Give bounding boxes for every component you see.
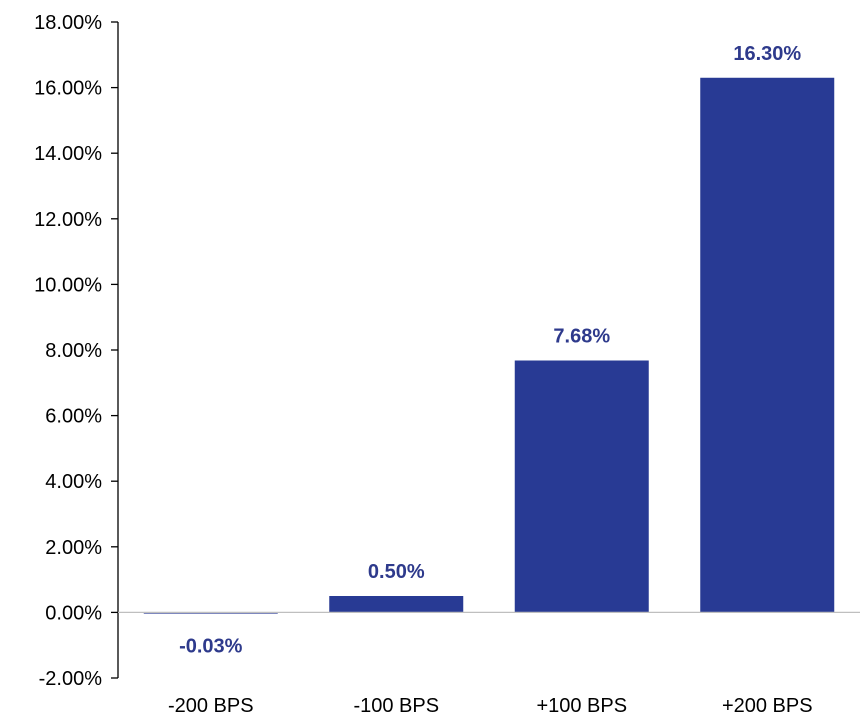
y-tick-label: -2.00% <box>39 668 103 690</box>
y-tick-label: 18.00% <box>34 12 102 34</box>
data-labels: -0.03% 0.50% 7.68% 16.30% <box>179 43 801 658</box>
data-label: 16.30% <box>733 43 801 65</box>
y-tick-label: 2.00% <box>45 537 102 559</box>
x-category-label: +200 BPS <box>722 695 813 717</box>
y-tick-label: 12.00% <box>34 209 102 231</box>
data-label: 0.50% <box>368 561 425 583</box>
y-tick-label: 10.00% <box>34 274 102 296</box>
bar <box>329 596 464 613</box>
x-category-label: -100 BPS <box>353 695 439 717</box>
data-label: -0.03% <box>179 635 243 657</box>
y-tick-label: 16.00% <box>34 78 102 100</box>
x-category-label: -200 BPS <box>168 695 254 717</box>
bars <box>143 77 835 614</box>
y-tick-label: 14.00% <box>34 143 102 165</box>
data-label: 7.68% <box>553 325 610 347</box>
bar <box>700 77 835 613</box>
bar <box>514 360 649 613</box>
y-tick-label: 8.00% <box>45 340 102 362</box>
x-category-label: +100 BPS <box>536 695 627 717</box>
x-axis-labels: -200 BPS -100 BPS +100 BPS +200 BPS <box>168 695 813 717</box>
y-axis: -2.00% 0.00% 2.00% 4.00% 6.00% 8.00% 10.00% 12.… <box>34 12 119 690</box>
y-tick-label: 6.00% <box>45 406 102 428</box>
y-tick-label: 0.00% <box>45 602 102 624</box>
y-tick-label: 4.00% <box>45 471 102 493</box>
